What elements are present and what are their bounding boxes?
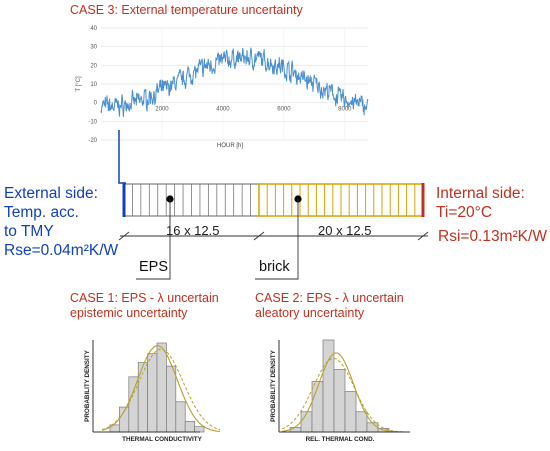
histogram-2-y-label: PROBABILITY DENSITY bbox=[270, 349, 277, 421]
brick-callout-line bbox=[255, 199, 299, 280]
histogram-2-fit-curve-dashed bbox=[281, 357, 405, 433]
temperature-x-tick-label: 2000 bbox=[155, 107, 169, 113]
external-side-line1: External side: bbox=[4, 185, 98, 202]
case3-title: CASE 3: External temperature uncertainty bbox=[70, 3, 303, 17]
temperature-y-tick-label: 40 bbox=[90, 26, 97, 32]
temperature-y-tick-label: 20 bbox=[90, 63, 97, 69]
histogram-2-bars bbox=[289, 339, 390, 433]
histogram-bar bbox=[175, 401, 186, 433]
eps-dimension-label: 16 x 12.5 bbox=[166, 223, 220, 238]
histogram-bar bbox=[355, 411, 368, 433]
case1-line1: CASE 1: EPS - λ uncertain bbox=[70, 291, 219, 305]
histogram-bar bbox=[128, 376, 139, 433]
eps-label: EPS bbox=[139, 259, 169, 275]
histogram-eps-aleatory: PROBABILITY DENSITY REL. THERMAL COND. bbox=[270, 339, 410, 443]
temperature-x-tick-label: 4000 bbox=[216, 107, 230, 113]
temperature-x-tick-label: 8000 bbox=[338, 107, 352, 113]
temperature-series-line bbox=[100, 47, 369, 117]
internal-side-label: Internal side: Ti=20°C bbox=[436, 184, 525, 222]
internal-side-line2: Ti=20°C bbox=[436, 204, 493, 221]
histogram-1-x-label: THERMAL CONDUCTIVITY bbox=[122, 436, 202, 443]
histogram-bar bbox=[366, 422, 379, 433]
temperature-grid bbox=[101, 27, 368, 141]
temperature-x-tick-label: 6000 bbox=[277, 107, 291, 113]
histogram-1-y-label: PROBABILITY DENSITY bbox=[84, 349, 91, 421]
histogram-2-fit-curve bbox=[281, 352, 405, 433]
brick-label: brick bbox=[259, 259, 290, 275]
external-rse-value: Rse=0.04m²K/W bbox=[4, 242, 119, 259]
histogram-bar bbox=[344, 391, 357, 433]
internal-rsi-value: Rsi=0.13m²K/W bbox=[438, 228, 547, 245]
temperature-y-tick-label: -10 bbox=[88, 119, 97, 125]
temperature-y-tick-label: -20 bbox=[88, 138, 97, 144]
temperature-y-label: T [°C] bbox=[76, 76, 82, 92]
eps-layer-divisions bbox=[132, 184, 251, 216]
eps-callout-line bbox=[136, 199, 171, 280]
histogram-1-fit-curve-dashed bbox=[101, 348, 221, 431]
temperature-x-label: HOUR [h] bbox=[217, 143, 243, 149]
wall-section bbox=[122, 183, 425, 217]
case2-line1: CASE 2: EPS - λ uncertain bbox=[255, 291, 404, 305]
external-side-line3: to TMY bbox=[4, 223, 54, 240]
temperature-y-tick-label: 30 bbox=[90, 45, 97, 51]
histogram-bar bbox=[333, 369, 346, 433]
histogram-bar bbox=[322, 339, 335, 433]
histogram-eps-epistemic: PROBABILITY DENSITY THERMAL CONDUCTIVITY bbox=[84, 340, 221, 443]
external-side-line2: Temp. acc. bbox=[4, 204, 79, 221]
temperature-y-ticks: 40 30 20 10 0 -10 -20 bbox=[88, 26, 97, 144]
histogram-bar bbox=[194, 426, 205, 433]
temperature-x-ticks: 2000 4000 6000 8000 bbox=[155, 107, 352, 113]
histogram-bar bbox=[289, 427, 302, 433]
histogram-2-x-label: REL. THERMAL COND. bbox=[306, 436, 375, 443]
case1-line2: epistemic uncertainty bbox=[70, 306, 188, 320]
temperature-y-tick-label: 10 bbox=[90, 82, 97, 88]
histogram-bar bbox=[300, 411, 313, 433]
external-temperature-connector bbox=[118, 130, 126, 184]
case1-title: CASE 1: EPS - λ uncertain epistemic unce… bbox=[70, 291, 219, 321]
brick-dimension-label: 20 x 12.5 bbox=[318, 223, 372, 238]
histogram-1-bars bbox=[109, 342, 205, 433]
histogram-bar bbox=[156, 342, 167, 433]
internal-side-line1: Internal side: bbox=[436, 185, 525, 202]
case2-title: CASE 2: EPS - λ uncertain aleatory uncer… bbox=[255, 291, 404, 321]
brick-layer-divisions bbox=[266, 184, 416, 216]
dimension-line bbox=[118, 231, 429, 241]
histogram-bar bbox=[184, 420, 195, 433]
case2-line2: aleatory uncertainty bbox=[255, 306, 365, 320]
temperature-y-tick-label: 0 bbox=[94, 101, 98, 107]
histogram-bar bbox=[166, 365, 177, 433]
histogram-bar bbox=[147, 353, 158, 433]
histogram-1-fit-curve bbox=[101, 345, 221, 432]
external-side-label: External side: Temp. acc. to TMY Rse=0.0… bbox=[4, 184, 118, 260]
